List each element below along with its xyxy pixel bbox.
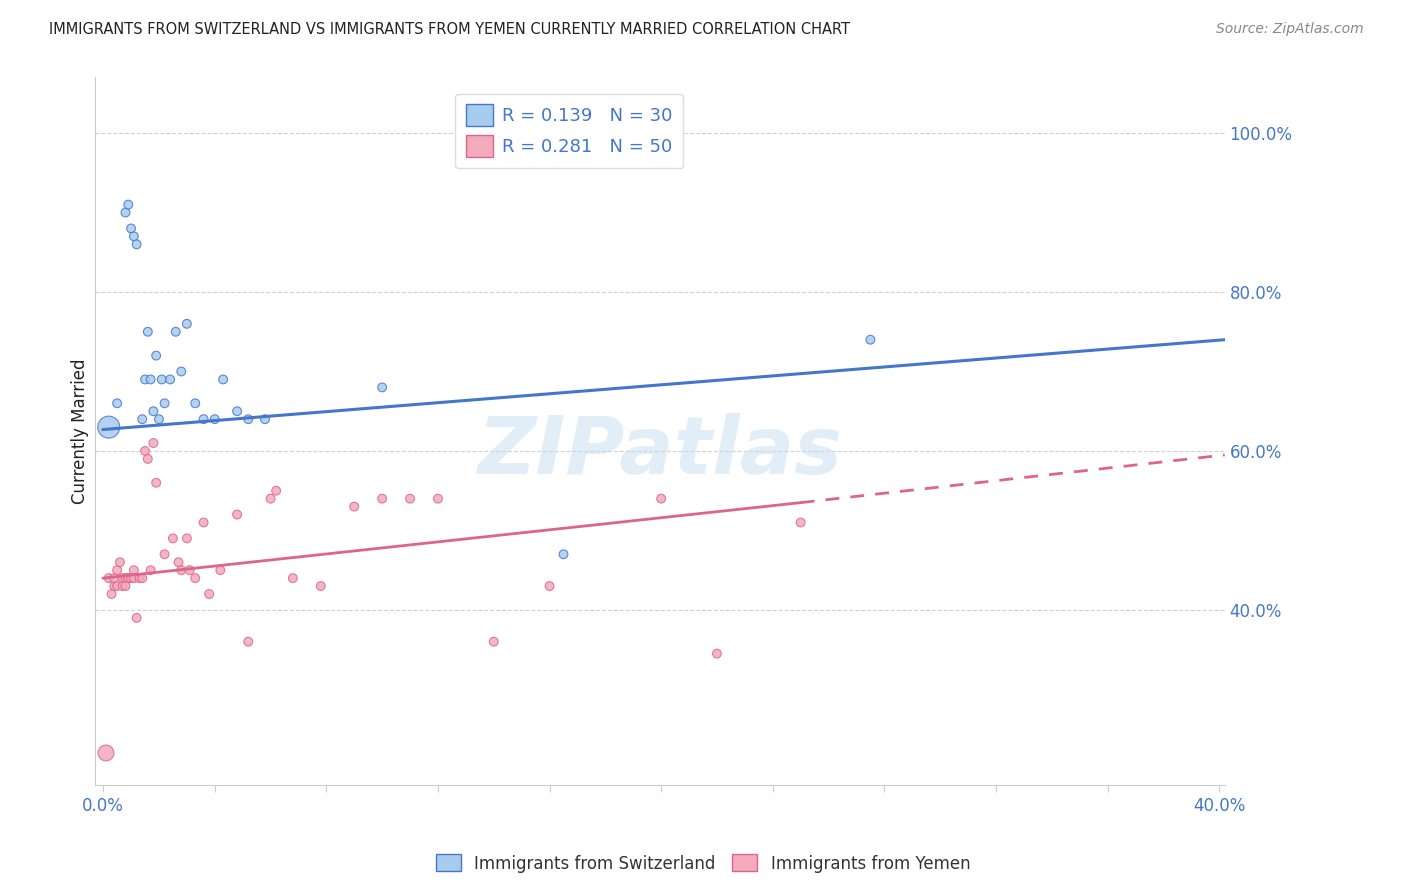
Point: [108, 555, 131, 569]
Point: [142, 436, 165, 450]
Point: [859, 333, 882, 347]
Point: [103, 571, 125, 585]
Point: [789, 516, 811, 530]
Point: [94, 746, 117, 760]
Point: [111, 571, 134, 585]
Point: [125, 611, 148, 625]
Point: [153, 396, 176, 410]
Point: [134, 444, 156, 458]
Point: [193, 412, 215, 426]
Point: [170, 563, 193, 577]
Point: [170, 364, 193, 378]
Point: [139, 372, 162, 386]
Point: [117, 197, 139, 211]
Point: [253, 412, 276, 426]
Point: [159, 372, 181, 386]
Point: [371, 380, 394, 394]
Point: [553, 547, 575, 561]
Point: [145, 349, 167, 363]
Point: [238, 412, 260, 426]
Point: [125, 237, 148, 252]
Point: [706, 647, 728, 661]
Point: [309, 579, 332, 593]
Point: [111, 579, 134, 593]
Point: [105, 396, 128, 410]
Y-axis label: Currently Married: Currently Married: [72, 359, 89, 504]
Point: [198, 587, 221, 601]
Point: [226, 508, 249, 522]
Point: [184, 571, 207, 585]
Point: [114, 579, 136, 593]
Point: [426, 491, 449, 506]
Point: [120, 221, 142, 235]
Point: [100, 587, 122, 601]
Legend: R = 0.139   N = 30, R = 0.281   N = 50: R = 0.139 N = 30, R = 0.281 N = 50: [456, 94, 683, 169]
Point: [209, 563, 232, 577]
Point: [167, 555, 190, 569]
Point: [128, 571, 150, 585]
Point: [184, 396, 207, 410]
Point: [136, 325, 159, 339]
Point: [105, 579, 128, 593]
Point: [105, 563, 128, 577]
Point: [114, 205, 136, 219]
Point: [131, 412, 153, 426]
Point: [139, 563, 162, 577]
Point: [148, 412, 170, 426]
Point: [176, 317, 198, 331]
Point: [145, 475, 167, 490]
Point: [153, 547, 176, 561]
Point: [162, 532, 184, 546]
Point: [399, 491, 422, 506]
Point: [176, 532, 198, 546]
Point: [97, 571, 120, 585]
Point: [131, 571, 153, 585]
Point: [371, 491, 394, 506]
Point: [122, 229, 145, 244]
Point: [97, 420, 120, 434]
Point: [204, 412, 226, 426]
Point: [120, 571, 142, 585]
Point: [238, 634, 260, 648]
Text: ZIPatlas: ZIPatlas: [477, 413, 842, 491]
Point: [114, 571, 136, 585]
Text: Source: ZipAtlas.com: Source: ZipAtlas.com: [1216, 22, 1364, 37]
Point: [482, 634, 505, 648]
Point: [538, 579, 561, 593]
Point: [122, 571, 145, 585]
Text: IMMIGRANTS FROM SWITZERLAND VS IMMIGRANTS FROM YEMEN CURRENTLY MARRIED CORRELATI: IMMIGRANTS FROM SWITZERLAND VS IMMIGRANT…: [49, 22, 851, 37]
Point: [117, 571, 139, 585]
Point: [226, 404, 249, 418]
Point: [179, 563, 201, 577]
Point: [650, 491, 672, 506]
Legend: Immigrants from Switzerland, Immigrants from Yemen: Immigrants from Switzerland, Immigrants …: [429, 847, 977, 880]
Point: [122, 563, 145, 577]
Point: [117, 571, 139, 585]
Point: [103, 579, 125, 593]
Point: [264, 483, 287, 498]
Point: [134, 372, 156, 386]
Point: [343, 500, 366, 514]
Point: [142, 404, 165, 418]
Point: [281, 571, 304, 585]
Point: [165, 325, 187, 339]
Point: [212, 372, 235, 386]
Point: [193, 516, 215, 530]
Point: [259, 491, 281, 506]
Point: [150, 372, 173, 386]
Point: [136, 451, 159, 466]
